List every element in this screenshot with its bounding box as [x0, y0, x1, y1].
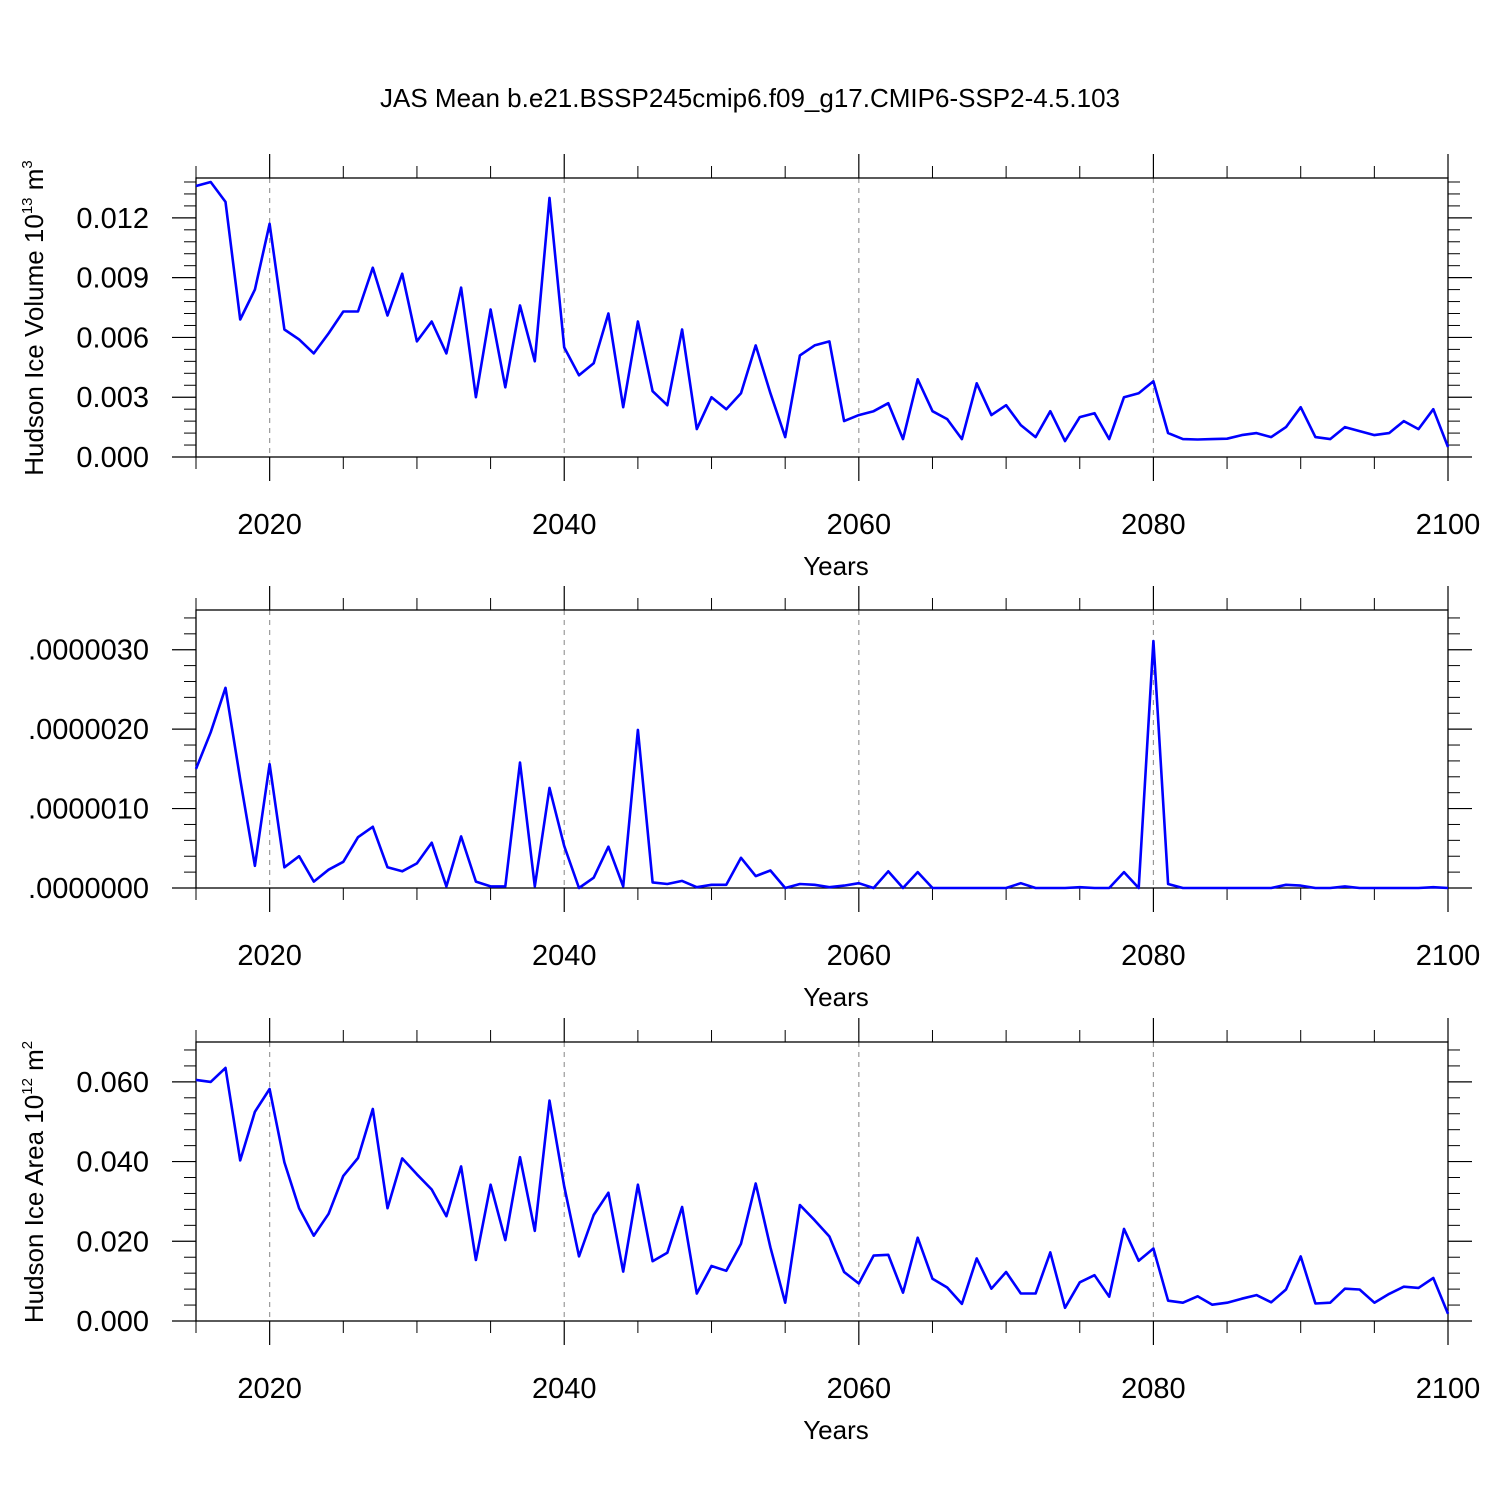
plot-frame: [195, 177, 1449, 458]
x-axis-title: Years: [803, 982, 869, 1012]
x-axis-title: Years: [803, 551, 869, 581]
x-tick-label: 2080: [1121, 509, 1186, 541]
y-tick-label: .0000000: [28, 873, 149, 905]
y-tick-label: 0.009: [76, 263, 149, 295]
y-axis-title: Hudson Ice Volume 1013 m3: [19, 160, 49, 476]
chart-title: JAS Mean b.e21.BSSP245cmip6.f09_g17.CMIP…: [380, 83, 1120, 113]
x-tick-label: 2060: [827, 940, 892, 972]
x-tick-label: 2100: [1416, 940, 1481, 972]
x-tick-label: 2040: [532, 940, 597, 972]
x-tick-label: 2080: [1121, 1373, 1186, 1405]
y-tick-label: .0000030: [28, 635, 149, 667]
panel-ice-area: 2020 2040 2060 2080 2100 Years 0.000 0.020 0.040…: [19, 1018, 1480, 1445]
y-tick-label: 0.020: [76, 1226, 149, 1258]
x-tick-label: 2060: [827, 1373, 892, 1405]
y-tick-label: 0.006: [76, 322, 149, 354]
plot-frame: [195, 1041, 1449, 1322]
y-tick-label: 0.060: [76, 1067, 149, 1099]
x-tick-label: 2040: [532, 509, 597, 541]
x-tick-label: 2040: [532, 1373, 597, 1405]
y-tick-label: 0.012: [76, 203, 149, 235]
panel-ice-volume: 2020 2040 2060 2080 2100 Years 0.000 0.003 0.006…: [19, 154, 1480, 581]
series-line: [195, 1066, 1450, 1315]
x-tick-label: 2020: [237, 940, 302, 972]
y-tick-label: 0.000: [76, 442, 149, 474]
x-tick-label: 2060: [827, 509, 892, 541]
y-tick-label: .0000010: [28, 794, 149, 826]
x-tick-label: 2020: [237, 1373, 302, 1405]
x-tick-label: 2020: [237, 509, 302, 541]
series-line: [194, 639, 1449, 890]
y-tick-label: .0000020: [28, 714, 149, 746]
x-tick-label: 2100: [1416, 1373, 1481, 1405]
plot-frame: [195, 609, 1449, 889]
y-axis-title: Hudson Ice Area 1012 m2: [19, 1041, 49, 1323]
y-tick-label: 0.000: [76, 1306, 149, 1338]
y-tick-label: 0.003: [76, 382, 149, 414]
x-axis-title: Years: [803, 1415, 869, 1445]
y-tick-label: 0.040: [76, 1147, 149, 1179]
panel-middle-series: 2020 2040 2060 2080 2100 Years .0000000 .000001…: [28, 586, 1480, 1012]
series-line: [195, 180, 1450, 448]
x-tick-label: 2100: [1416, 509, 1481, 541]
x-tick-label: 2080: [1121, 940, 1186, 972]
